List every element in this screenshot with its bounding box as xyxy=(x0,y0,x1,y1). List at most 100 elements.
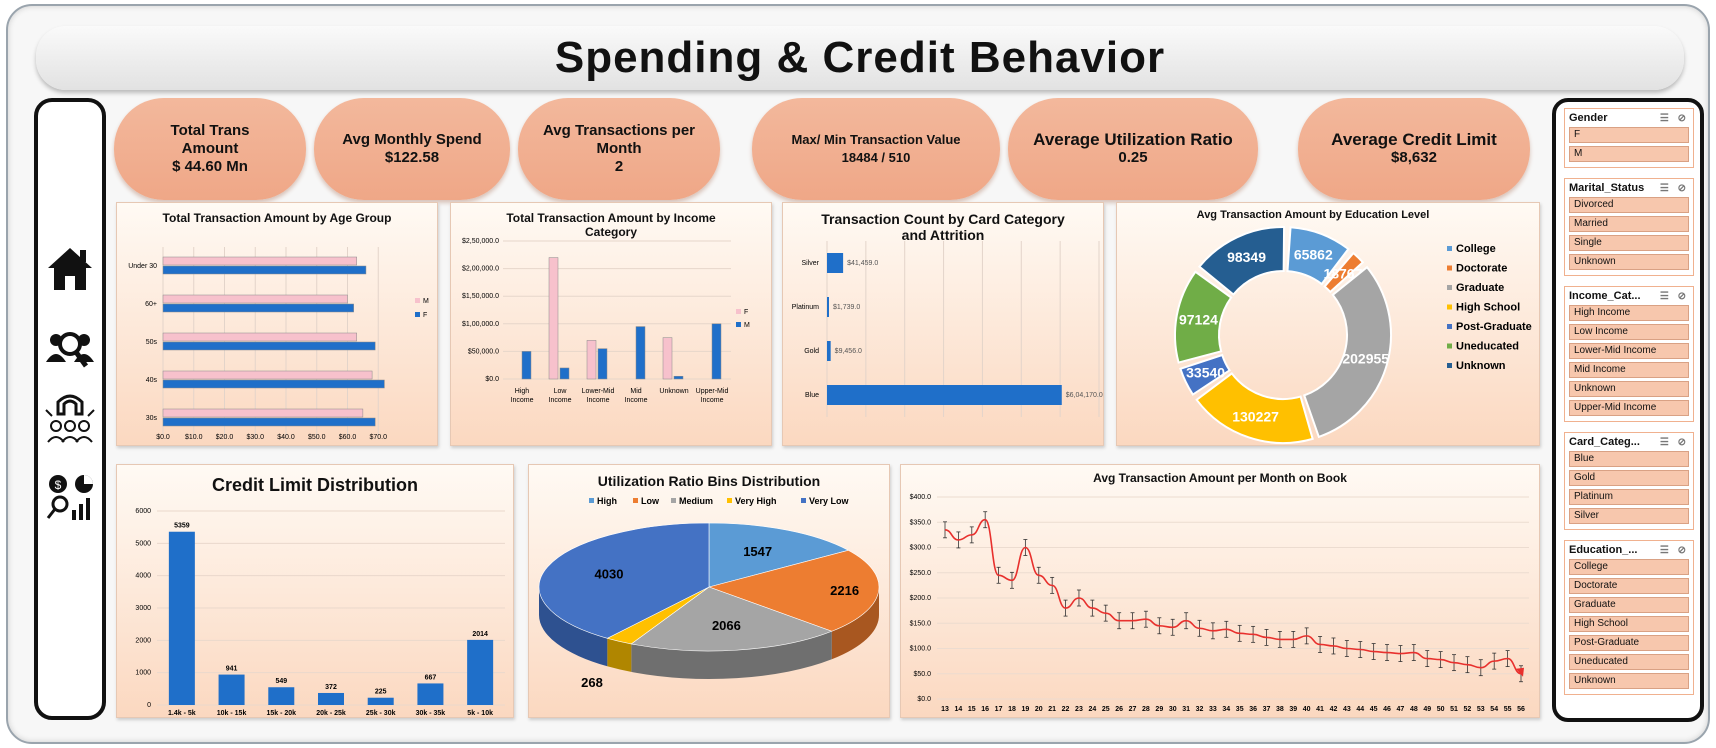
data-label: $41,459.0 xyxy=(847,260,878,267)
legend-label: F xyxy=(423,312,427,319)
y-tick-label: 4000 xyxy=(135,573,151,580)
customer-magnet-icon[interactable] xyxy=(44,392,96,444)
bar-m xyxy=(711,323,722,380)
y-tick-label: $0.0 xyxy=(917,696,931,703)
legend-label: Doctorate xyxy=(1456,263,1507,275)
x-tick-label: 55 xyxy=(1504,706,1512,713)
age-group-chart: Total Transaction Amount by Age Group $0… xyxy=(116,202,438,446)
slicer-item[interactable]: M xyxy=(1569,146,1689,162)
slicer-item[interactable]: F xyxy=(1569,127,1689,143)
slicer-item[interactable]: Upper-Mid Income xyxy=(1569,400,1689,416)
x-tick-label: 18 xyxy=(1008,706,1016,713)
y-tick-label: $200.0 xyxy=(910,595,932,602)
legend-swatch xyxy=(736,322,741,327)
x-tick-label: 20 xyxy=(1035,706,1043,713)
data-label: 268 xyxy=(581,675,603,690)
y-tick-label: 60+ xyxy=(145,301,157,308)
y-tick-label: Silver xyxy=(801,260,819,267)
slicer-clear-filter-icon[interactable]: ☰ ⊘ xyxy=(1659,544,1689,556)
slicer-clear-filter-icon[interactable]: ☰ ⊘ xyxy=(1659,290,1689,302)
slicer-item[interactable]: Low Income xyxy=(1569,324,1689,340)
slicer-item[interactable]: College xyxy=(1569,559,1689,575)
slicer-gender: Gender ☰ ⊘ F M xyxy=(1564,108,1694,168)
x-tick-label: $30.0 xyxy=(246,434,264,441)
slicer-item[interactable]: Uneducated xyxy=(1569,654,1689,670)
y-tick-label: Gold xyxy=(804,348,819,355)
users-search-icon[interactable] xyxy=(44,322,96,374)
x-tick-label: 40 xyxy=(1303,706,1311,713)
x-tick-label: 10k - 15k xyxy=(217,710,247,717)
legend-swatch xyxy=(1447,285,1452,290)
slicer-item[interactable]: Mid Income xyxy=(1569,362,1689,378)
y-tick-label: 5000 xyxy=(135,540,151,547)
slicer-item[interactable]: Single xyxy=(1569,235,1689,251)
bar xyxy=(318,692,344,705)
slicer-item[interactable]: Graduate xyxy=(1569,597,1689,613)
kpi-value: $8,632 xyxy=(1391,149,1437,166)
x-tick-label: High xyxy=(515,388,530,395)
slicer-item[interactable]: Silver xyxy=(1569,508,1689,524)
x-tick-label: Unknown xyxy=(659,388,688,395)
y-tick-label: $150.0 xyxy=(910,620,932,627)
legend-label: Low xyxy=(641,496,660,506)
slicer-clear-filter-icon[interactable]: ☰ ⊘ xyxy=(1659,182,1689,194)
y-tick-label: $50.0 xyxy=(913,671,931,678)
x-tick-label: 22 xyxy=(1062,706,1070,713)
analytics-icon[interactable]: $ xyxy=(44,472,96,524)
x-tick-label: 54 xyxy=(1490,706,1498,713)
income-category-chart: Total Transaction Amount by Income Categ… xyxy=(450,202,772,446)
legend-swatch xyxy=(1447,265,1452,271)
slicer-item[interactable]: High Income xyxy=(1569,305,1689,321)
bar-f xyxy=(662,337,673,380)
x-tick-label: 48 xyxy=(1410,706,1418,713)
slicer-item[interactable]: High School xyxy=(1569,616,1689,632)
slicer-item[interactable]: Lower-Mid Income xyxy=(1569,343,1689,359)
home-icon[interactable] xyxy=(44,242,96,294)
slicer-item[interactable]: Platinum xyxy=(1569,489,1689,505)
slicer-clear-filter-icon[interactable]: ☰ ⊘ xyxy=(1659,112,1689,124)
y-tick-label: $2,00,000.0 xyxy=(462,266,499,273)
legend-label: Medium xyxy=(679,496,713,506)
x-tick-label: Lower-Mid xyxy=(582,388,615,395)
slicer-item[interactable]: Doctorate xyxy=(1569,578,1689,594)
data-label: 97124 xyxy=(1179,311,1218,327)
kpi-value: 18484 / 510 xyxy=(841,150,911,165)
slicer-item[interactable]: Blue xyxy=(1569,451,1689,467)
slicer-item[interactable]: Unknown xyxy=(1569,381,1689,397)
credit-limit-chart: Credit Limit Distribution 0 1000 2000 3000 4… xyxy=(116,464,514,718)
utilization-bins-chart: Utilization Ratio Bins Distribution High… xyxy=(528,464,890,718)
x-tick-label: 45 xyxy=(1370,706,1378,713)
x-tick-label: Income xyxy=(587,397,610,404)
slicer-item[interactable]: Gold xyxy=(1569,470,1689,486)
kpi-max-min-transaction: Max/ Min Transaction Value 18484 / 510 xyxy=(752,98,1000,200)
slicer-clear-filter-icon[interactable]: ☰ ⊘ xyxy=(1659,436,1689,448)
month-on-book-chart: Avg Transaction Amount per Month on Book… xyxy=(900,464,1540,718)
kpi-total-trans-amount: Total Trans Amount $ 44.60 Mn xyxy=(114,98,306,200)
data-label: 225 xyxy=(375,689,387,696)
legend-swatch xyxy=(1447,324,1452,329)
kpi-value: $ 44.60 Mn xyxy=(172,158,248,175)
navigation-sidebar: $ xyxy=(34,98,106,720)
donut-slice xyxy=(1174,270,1233,364)
legend-label: Very Low xyxy=(809,496,850,506)
slicer-item[interactable]: Divorced xyxy=(1569,197,1689,213)
slicer-education-: Education_... ☰ ⊘ College Doctorate Graduate… xyxy=(1564,540,1694,695)
x-tick-label: 39 xyxy=(1289,706,1297,713)
kpi-label: Avg Monthly Spend xyxy=(342,131,482,148)
slicer-item[interactable]: Unknown xyxy=(1569,673,1689,689)
data-label: 202955 xyxy=(1342,351,1389,367)
legend-label: Unknown xyxy=(1456,360,1506,372)
legend-label: Uneducated xyxy=(1456,341,1519,353)
y-tick-label: 3000 xyxy=(135,605,151,612)
legend-swatch xyxy=(1447,304,1452,310)
y-tick-label: $1,50,000.0 xyxy=(462,293,499,300)
slicer-title: Card_Categ... xyxy=(1569,436,1640,448)
chart-title: Credit Limit Distribution xyxy=(212,475,418,495)
x-tick-label: 46 xyxy=(1383,706,1391,713)
y-tick-label: $50,000.0 xyxy=(468,348,499,355)
slicer-item[interactable]: Married xyxy=(1569,216,1689,232)
slicer-item[interactable]: Unknown xyxy=(1569,254,1689,270)
y-tick-label: $1,00,000.0 xyxy=(462,321,499,328)
slicer-item[interactable]: Post-Graduate xyxy=(1569,635,1689,651)
legend-swatch xyxy=(801,498,806,503)
